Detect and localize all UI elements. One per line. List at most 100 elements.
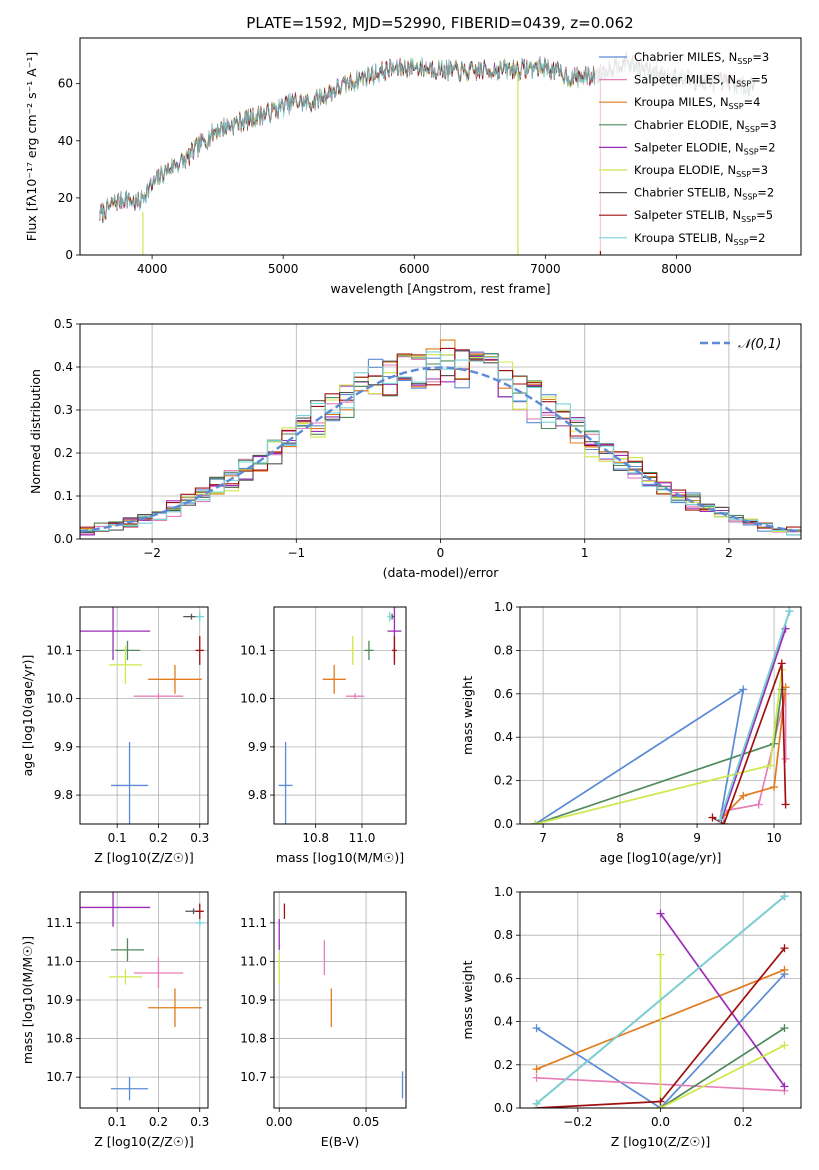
y-tick-label: 11.1 bbox=[240, 916, 267, 930]
y-tick-label: 0.8 bbox=[494, 928, 513, 942]
errorbar-kroupa_stelib bbox=[387, 611, 393, 622]
y-axis-label: mass weight bbox=[460, 960, 475, 1039]
weight-line-chabrier_miles bbox=[534, 687, 745, 824]
weight-marker-salpeter_stelib bbox=[656, 1097, 665, 1106]
weight-marker-salpeter_stelib bbox=[781, 800, 790, 809]
plot-area-age_vs_Z bbox=[80, 607, 204, 824]
histogram-kroupa_stelib bbox=[80, 351, 801, 536]
x-tick-label: 5000 bbox=[268, 262, 299, 276]
legend-label-chabrier_stelib: Chabrier STELIB, NSSP=2 bbox=[634, 186, 774, 202]
y-tick-label: 0.0 bbox=[494, 1101, 513, 1115]
y-tick-label: 9.8 bbox=[248, 788, 267, 802]
weight-line-salpeter_stelib bbox=[712, 663, 787, 824]
errorbar-chabrier_elodie bbox=[110, 938, 144, 962]
x-axis-label: mass [log10(M/M☉)] bbox=[276, 850, 404, 865]
legend-label-kroupa_stelib: Kroupa STELIB, NSSP=2 bbox=[634, 231, 765, 247]
panel-spectrum: 4000 5000 6000 7000 8000 0 20 40 60 wavelength [A… bbox=[24, 37, 802, 296]
axes-frame bbox=[79, 606, 209, 825]
spectrum-legend: Chabrier MILES, NSSP=3 Salpeter MILES, NS… bbox=[595, 44, 797, 251]
errorbar-kroupa_miles bbox=[148, 988, 202, 1027]
y-tick-label: 10.9 bbox=[46, 993, 73, 1007]
y-tick-label: 9.9 bbox=[54, 740, 73, 754]
y-axis-label: Normed distribution bbox=[28, 369, 43, 494]
errorbar-salpeter_stelib bbox=[195, 903, 204, 919]
weight-line-salpeter_elodie bbox=[719, 628, 787, 824]
x-tick-label: 11.0 bbox=[349, 831, 376, 845]
y-tick-label: 1.0 bbox=[494, 600, 513, 614]
y-tick-label: 10.7 bbox=[46, 1070, 73, 1084]
panel-mass_vs_ebv: 0.00 0.05 10.7 10.8 10.9 11.0 11.1 E(B-V) bbox=[240, 891, 407, 1149]
weight-marker-kroupa_miles bbox=[532, 1065, 541, 1074]
errorbar-kroupa_elodie bbox=[108, 969, 142, 985]
panel-age_vs_Z: 0.1 0.2 0.3 9.8 9.9 10.0 10.1 Z [log10(Z/Z☉)] ag… bbox=[20, 606, 209, 865]
weight-marker-kroupa_elodie bbox=[780, 1041, 789, 1050]
panel-mass_vs_Z: 0.1 0.2 0.3 10.7 10.8 10.9 11.0 11.1 Z [log10(Z/… bbox=[20, 891, 209, 1149]
y-tick-label: 0.8 bbox=[494, 643, 513, 657]
axes-frame bbox=[79, 323, 802, 540]
weight-marker-kroupa_stelib bbox=[780, 892, 789, 901]
y-tick-label: 0.4 bbox=[494, 730, 513, 744]
y-tick-label: 10.8 bbox=[240, 1032, 267, 1046]
errorbar-chabrier_miles bbox=[278, 742, 293, 824]
legend-label-kroupa_elodie: Kroupa ELODIE, NSSP=3 bbox=[634, 163, 768, 179]
weight-marker-kroupa_elodie bbox=[656, 950, 665, 959]
y-tick-label: 11.1 bbox=[46, 916, 73, 930]
legend-label-salpeter_miles: Salpeter MILES, NSSP=5 bbox=[634, 73, 768, 89]
normal-legend-label: 𝒩(0,1) bbox=[738, 337, 781, 352]
weight-marker-salpeter_miles bbox=[754, 800, 763, 809]
weight-line-salpeter_elodie bbox=[659, 913, 786, 1087]
errorbar-salpeter_miles bbox=[133, 957, 184, 989]
y-tick-label: 40 bbox=[58, 134, 73, 148]
axes-frame bbox=[79, 891, 209, 1109]
weight-marker-kroupa_stelib bbox=[532, 1099, 541, 1108]
errorbar-salpeter_elodie bbox=[80, 607, 151, 661]
weight-marker-chabrier_miles bbox=[532, 1024, 541, 1033]
weight-marker-kroupa_elodie bbox=[766, 761, 775, 770]
y-tick-label: 10.9 bbox=[240, 993, 267, 1007]
x-tick-label: 8000 bbox=[661, 262, 692, 276]
errorbar-chabrier_miles bbox=[110, 1077, 149, 1101]
weight-line-chabrier_elodie bbox=[535, 689, 783, 824]
y-tick-label: 60 bbox=[58, 77, 73, 91]
weight-marker-salpeter_stelib bbox=[708, 813, 717, 822]
x-tick-label: 0.3 bbox=[190, 1115, 209, 1129]
x-tick-label: 0.3 bbox=[190, 831, 209, 845]
errorbar-salpeter_miles bbox=[133, 693, 184, 700]
x-tick-label: −1 bbox=[287, 546, 305, 560]
plot-area-residuals bbox=[80, 339, 801, 536]
weight-line-kroupa_miles bbox=[723, 687, 787, 816]
x-tick-label: 0.0 bbox=[651, 1115, 670, 1129]
weight-marker-salpeter_stelib bbox=[780, 944, 789, 953]
y-tick-label: 10.1 bbox=[46, 643, 73, 657]
y-tick-label: 1.0 bbox=[494, 885, 513, 899]
y-tick-label: 0.1 bbox=[54, 489, 73, 503]
y-tick-label: 11.0 bbox=[46, 954, 73, 968]
y-tick-label: 0 bbox=[65, 248, 73, 262]
y-tick-label: 10.7 bbox=[240, 1070, 267, 1084]
weight-line-chabrier_miles bbox=[536, 973, 786, 1108]
y-tick-label: 0.2 bbox=[494, 1058, 513, 1072]
legend-label-salpeter_elodie: Salpeter ELODIE, NSSP=2 bbox=[634, 140, 776, 156]
figure-title: PLATE=1592, MJD=52990, FIBERID=0439, z=0… bbox=[246, 14, 633, 32]
x-axis-label: Z [log10(Z/Z☉)] bbox=[94, 850, 194, 865]
y-tick-label: 10.0 bbox=[46, 692, 73, 706]
x-tick-label: 1 bbox=[581, 546, 589, 560]
weight-line-kroupa_elodie bbox=[659, 954, 785, 1108]
y-tick-label: 10.0 bbox=[240, 692, 267, 706]
panel-mass_weight_vs_Z: −0.2 0.0 0.2 0.0 0.2 0.4 0.6 0.8 1.0 Z [log10(Z/Z… bbox=[460, 885, 802, 1149]
weight-line-kroupa_stelib bbox=[719, 611, 791, 820]
y-tick-label: 0.0 bbox=[54, 532, 73, 546]
y-axis-label: mass weight bbox=[460, 676, 475, 755]
x-axis-label: wavelength [Angstrom, rest frame] bbox=[330, 281, 550, 296]
weight-marker-chabrier_miles bbox=[739, 685, 748, 694]
x-tick-label: 0 bbox=[437, 546, 445, 560]
y-tick-label: 10.8 bbox=[46, 1032, 73, 1046]
legend-label-chabrier_miles: Chabrier MILES, NSSP=3 bbox=[634, 50, 769, 66]
x-tick-label: 0.1 bbox=[108, 831, 127, 845]
y-tick-label: 11.0 bbox=[240, 954, 267, 968]
x-axis-label: Z [log10(Z/Z☉)] bbox=[94, 1134, 194, 1149]
plot-area-mass_weight_vs_Z bbox=[532, 892, 789, 1108]
x-axis-label: age [log10(age/yr)] bbox=[600, 850, 722, 865]
weight-marker-salpeter_miles bbox=[532, 1073, 541, 1082]
